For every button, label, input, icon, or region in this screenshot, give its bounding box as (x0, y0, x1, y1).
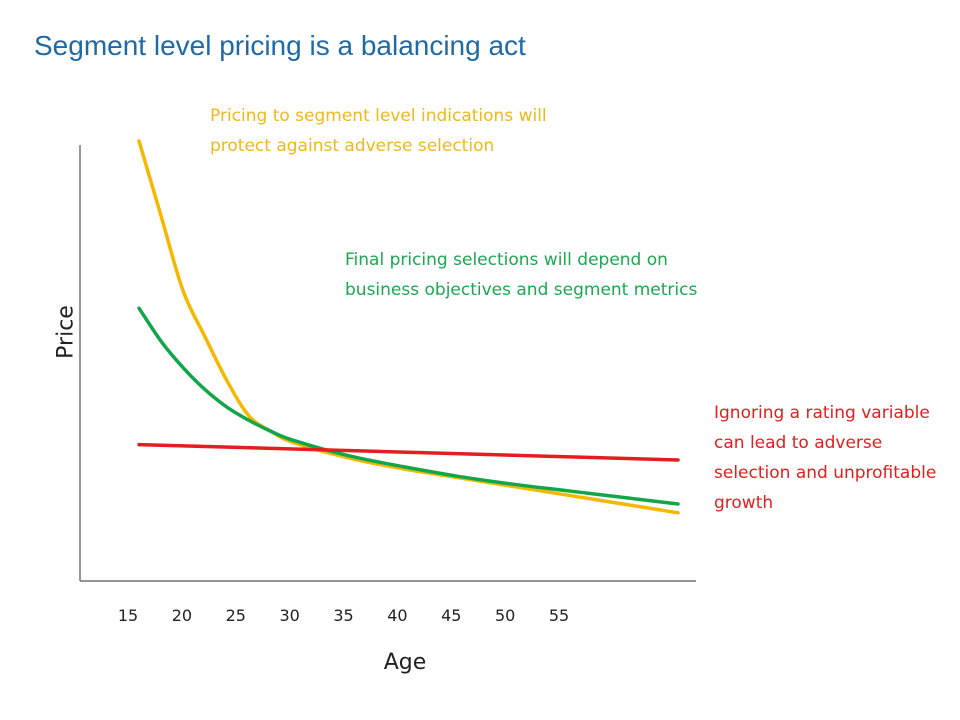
x-tick-label: 45 (441, 606, 461, 625)
series-line-segment-level (137, 139, 680, 515)
series-lines (137, 139, 680, 515)
x-tick-label: 15 (118, 606, 138, 625)
series-line-final-pricing (137, 306, 680, 506)
chart-axes (79, 145, 696, 582)
x-tick-labels: 15 20 25 30 35 40 45 50 55 (118, 606, 569, 625)
x-tick-label: 35 (333, 606, 353, 625)
x-axis-label: Age (383, 650, 427, 675)
x-tick-label: 30 (279, 606, 299, 625)
annotation-final-pricing: Final pricing selections will depend on … (345, 250, 698, 300)
x-tick-label: 20 (172, 606, 192, 625)
chart-title: Segment level pricing is a balancing act (34, 30, 526, 61)
x-tick-label: 40 (387, 606, 407, 625)
x-tick-label: 50 (495, 606, 515, 625)
annotation-ignoring-variable: Ignoring a rating variable can lead to a… (714, 403, 937, 513)
x-tick-label: 25 (226, 606, 246, 625)
annotation-segment-level: Pricing to segment level indications wil… (210, 106, 547, 156)
x-tick-label: 55 (549, 606, 569, 625)
series-line-flat-rate (137, 442, 680, 462)
